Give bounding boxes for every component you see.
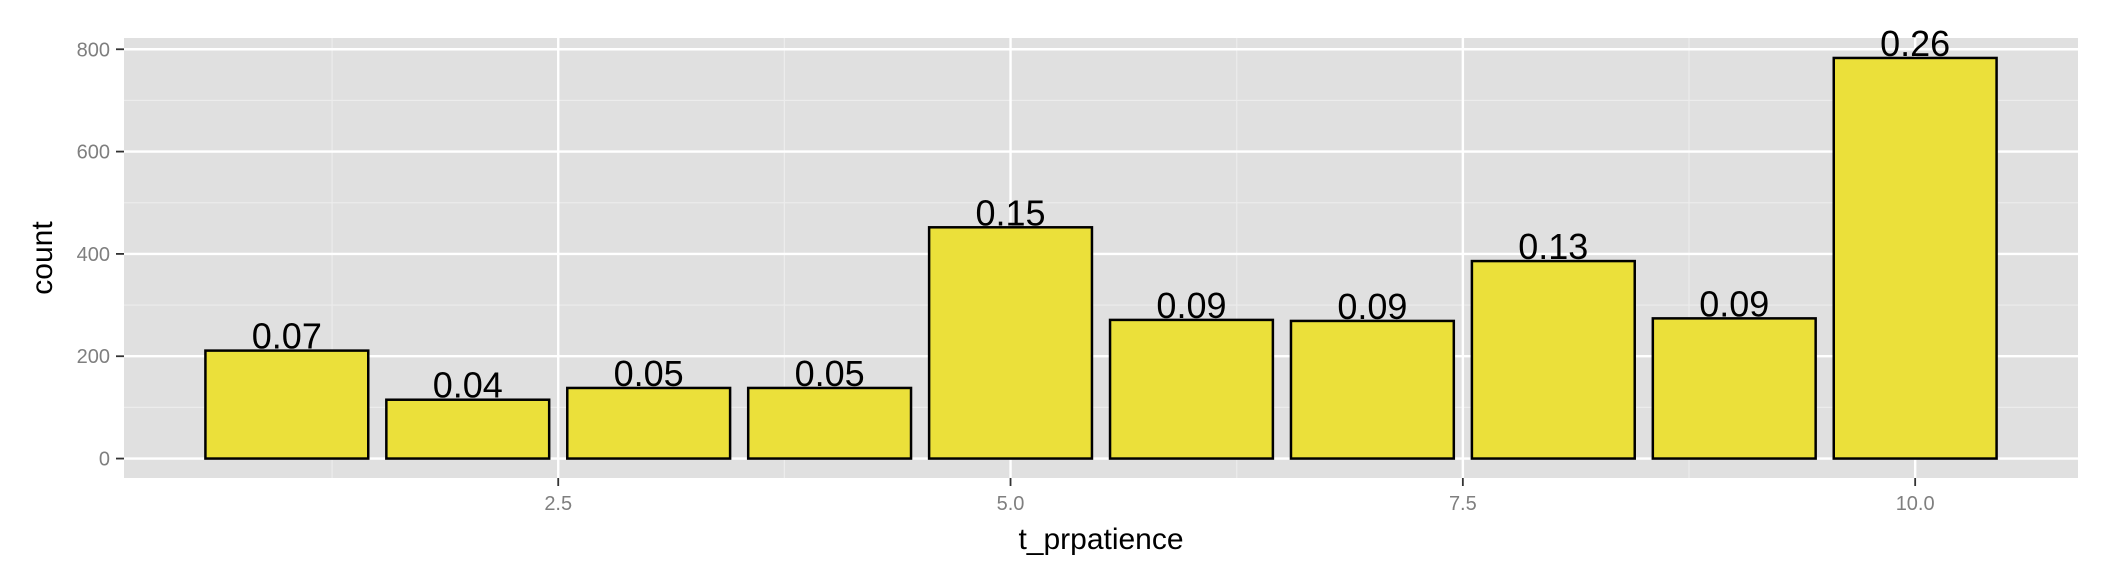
bar	[566, 386, 732, 460]
bar-value-label: 0.04	[433, 365, 503, 406]
y-tick-label: 200	[77, 346, 110, 368]
bar-value-label: 0.07	[252, 316, 322, 357]
bar-value-label: 0.09	[1699, 283, 1769, 324]
bar	[927, 226, 1094, 460]
bar-value-label: 0.09	[1156, 285, 1226, 326]
bar	[1470, 259, 1636, 460]
x-axis-title: t_prpatience	[1018, 523, 1183, 556]
bar	[746, 386, 913, 460]
y-tick-label: 800	[77, 39, 110, 61]
bar	[385, 398, 551, 460]
bar	[1108, 318, 1275, 460]
y-axis: 0 200 400 600 800	[77, 39, 124, 471]
bar	[204, 349, 370, 460]
bar-value-label: 0.26	[1880, 23, 1950, 64]
bar-value-label: 0.13	[1518, 226, 1588, 267]
bar	[1832, 56, 1998, 460]
grid-minor	[124, 38, 2078, 478]
bars	[204, 56, 1998, 460]
bar	[1289, 319, 1456, 460]
x-tick-label: 5.0	[997, 493, 1025, 515]
x-tick-label: 2.5	[544, 493, 572, 515]
bar-value-label: 0.05	[795, 353, 865, 394]
x-tick-label: 7.5	[1449, 493, 1477, 515]
bar-value-label: 0.09	[1337, 286, 1407, 327]
y-tick-label: 400	[77, 244, 110, 266]
x-axis: 2.5 5.0 7.5 10.0	[544, 478, 1935, 515]
bar-value-label: 0.05	[614, 353, 684, 394]
bar-value-labels: 0.07 0.04 0.05 0.05 0.15 0.09 0.09 0.13 0.09 0.26	[252, 23, 1950, 406]
y-tick-label: 600	[77, 142, 110, 164]
bar	[1651, 317, 1817, 460]
x-tick-label: 10.0	[1896, 493, 1935, 515]
bar-value-label: 0.15	[975, 192, 1045, 233]
y-axis-title: count	[26, 221, 59, 295]
y-tick-label: 0	[99, 449, 110, 471]
